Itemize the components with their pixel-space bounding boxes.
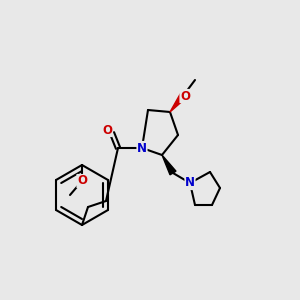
Text: O: O [102, 124, 112, 136]
Polygon shape [162, 155, 176, 175]
Text: O: O [77, 175, 87, 188]
Text: N: N [137, 142, 147, 154]
Text: N: N [185, 176, 195, 190]
Text: O: O [180, 89, 190, 103]
Polygon shape [170, 94, 186, 112]
